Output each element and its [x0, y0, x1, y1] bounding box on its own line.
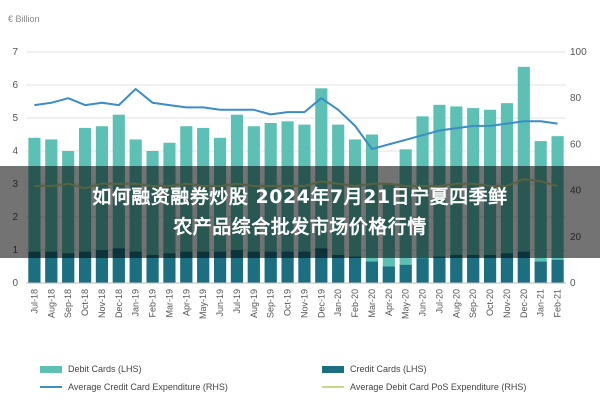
x-tick-label-Sep-20: Sep-20 — [468, 289, 478, 318]
credit-bar-Oct-19 — [281, 251, 294, 283]
left-tick-label-6: 6 — [12, 80, 18, 91]
x-tick-label-Oct-18: Oct-18 — [80, 289, 90, 316]
x-tick-label-May-20: May-20 — [401, 289, 411, 319]
credit-bar-Jul-20 — [433, 256, 446, 283]
credit-bar-Nov-20 — [500, 253, 514, 283]
legend: Debit Cards (LHS) Credit Cards (LHS) Ave… — [0, 358, 600, 400]
x-tick-label-Nov-20: Nov-20 — [502, 289, 512, 318]
x-tick-label-Jan-21: Jan-21 — [536, 289, 546, 317]
credit-bar-Jun-20 — [416, 258, 429, 283]
credit-bar-Mar-19 — [163, 253, 176, 283]
x-tick-label-Jan-19: Jan-19 — [131, 289, 141, 317]
credit-bar-Feb-20 — [348, 256, 362, 283]
credit-bar-Oct-20 — [483, 254, 497, 283]
overlay-title-line1: 如何融资融券炒股 2024年7月21日宁夏四季鲜 — [92, 186, 508, 208]
credit-bar-Oct-18 — [78, 251, 92, 283]
credit-bar-Dec-20 — [517, 251, 530, 283]
x-tick-label-Aug-19: Aug-19 — [249, 289, 259, 318]
x-tick-label-Feb-19: Feb-19 — [148, 289, 158, 318]
credit-bar-Jun-19 — [213, 251, 227, 283]
right-tick-label-0: 0 — [570, 278, 576, 289]
credit-bar-Nov-19 — [298, 251, 311, 283]
x-tick-label-Apr-20: Apr-20 — [384, 289, 394, 316]
x-tick-label-Jun-20: Jun-20 — [418, 289, 428, 317]
credit-bar-Jan-19 — [129, 251, 142, 283]
credit-bar-Aug-20 — [450, 254, 463, 283]
x-tick-label-Nov-19: Nov-19 — [299, 289, 309, 318]
x-tick-label-Sep-19: Sep-19 — [266, 289, 276, 318]
credit-bar-Apr-19 — [180, 251, 193, 283]
x-tick-label-Aug-18: Aug-18 — [46, 289, 56, 318]
left-tick-label-0: 0 — [12, 278, 18, 289]
credit-card-bars — [28, 248, 564, 283]
credit-bar-Jul-18 — [28, 251, 41, 283]
left-tick-label-5: 5 — [12, 113, 18, 124]
credit-bar-Jan-21 — [534, 261, 547, 283]
credit-bar-Sep-20 — [467, 254, 480, 283]
left-tick-label-7: 7 — [12, 47, 18, 58]
credit-bar-May-20 — [399, 264, 412, 283]
legend-swatch-credit — [322, 365, 344, 373]
credit-bar-Jan-20 — [332, 254, 345, 283]
credit-bar-Nov-18 — [95, 250, 109, 283]
legend-swatch-avg-debit — [322, 386, 344, 388]
legend-item-credit-cards: Credit Cards (LHS) — [322, 364, 427, 374]
unit-label: € Billion — [8, 14, 40, 24]
x-tick-label-Dec-19: Dec-19 — [316, 289, 326, 318]
x-tick-label-Aug-20: Aug-20 — [451, 289, 461, 318]
x-tick-label-Sep-18: Sep-18 — [63, 289, 73, 318]
line-series-2 — [34, 88, 558, 150]
credit-bar-Sep-18 — [62, 253, 75, 283]
credit-bar-Sep-19 — [264, 251, 277, 283]
x-tick-label-Jun-19: Jun-19 — [215, 289, 225, 317]
legend-swatch-debit — [40, 365, 62, 373]
legend-item-avg-debit: Average Debit Card PoS Expenditure (RHS) — [322, 382, 526, 392]
legend-label-avg-credit: Average Credit Card Expenditure (RHS) — [68, 382, 228, 392]
x-tick-label-Oct-19: Oct-19 — [283, 289, 293, 316]
right-tick-label-3: 60 — [570, 139, 582, 150]
x-tick-label-Mar-20: Mar-20 — [367, 289, 377, 318]
legend-item-debit-cards: Debit Cards (LHS) — [40, 364, 142, 374]
x-tick-label-Jul-20: Jul-20 — [434, 289, 444, 314]
x-tick-label-Oct-20: Oct-20 — [485, 289, 495, 316]
credit-bar-Aug-19 — [247, 251, 260, 283]
x-tick-label-Dec-20: Dec-20 — [519, 289, 529, 318]
credit-bar-Mar-20 — [365, 261, 379, 283]
title-overlay: 如何融资融券炒股 2024年7月21日宁夏四季鲜 农产品综合批发市场价格行情 — [0, 166, 600, 258]
x-tick-label-May-19: May-19 — [198, 289, 208, 319]
credit-bar-Aug-18 — [45, 251, 58, 283]
x-tick-label-Nov-18: Nov-18 — [97, 289, 107, 318]
x-tick-label-Apr-19: Apr-19 — [181, 289, 191, 316]
x-axis: Jul-18 Aug-18 Sep-18 Oct-18 Nov-18 Dec-18 Jan-… — [26, 282, 566, 319]
x-tick-label-Feb-20: Feb-20 — [350, 289, 360, 318]
legend-item-avg-credit: Average Credit Card Expenditure (RHS) — [40, 382, 228, 392]
credit-bar-May-19 — [197, 251, 210, 283]
credit-bar-Apr-20 — [382, 266, 395, 283]
x-tick-label-Dec-18: Dec-18 — [114, 289, 124, 318]
left-tick-label-4: 4 — [12, 146, 18, 157]
credit-bar-Feb-19 — [146, 254, 159, 283]
legend-label-debit: Debit Cards (LHS) — [68, 364, 142, 374]
legend-label-credit: Credit Cards (LHS) — [350, 364, 427, 374]
legend-swatch-avg-credit — [40, 386, 62, 388]
x-tick-label-Jul-18: Jul-18 — [29, 289, 39, 314]
credit-bar-Jul-19 — [230, 250, 244, 283]
legend-label-avg-debit: Average Debit Card PoS Expenditure (RHS) — [350, 382, 527, 392]
overlay-title-line2: 农产品综合批发市场价格行情 — [173, 216, 427, 238]
x-tick-label-Mar-19: Mar-19 — [164, 289, 174, 318]
x-tick-label-Jan-20: Jan-20 — [333, 289, 343, 317]
right-tick-label-5: 100 — [570, 47, 587, 58]
x-tick-label-Jul-19: Jul-19 — [232, 289, 242, 314]
right-tick-label-4: 80 — [570, 93, 582, 104]
x-tick-label-Feb-21: Feb-21 — [553, 289, 563, 318]
credit-bar-Feb-21 — [551, 259, 564, 283]
